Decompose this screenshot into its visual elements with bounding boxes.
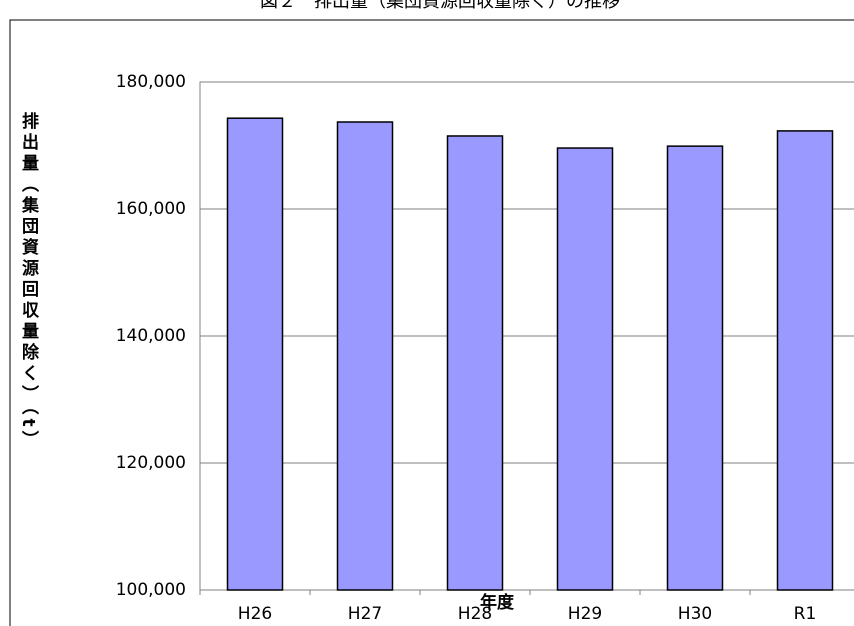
bar	[666, 145, 724, 591]
x-tick-label: H30	[678, 604, 712, 624]
x-tick-label: R1	[794, 604, 817, 624]
bar	[336, 121, 394, 591]
chart-frame	[9, 19, 854, 626]
bar	[776, 130, 834, 591]
y-axis-label: 排出量（集団資源回収量除く）（t）	[18, 111, 40, 452]
y-tick-label: 160,000	[116, 199, 186, 219]
x-tick-label: H29	[568, 604, 602, 624]
x-tick-label: H27	[348, 604, 382, 624]
bar	[446, 135, 504, 591]
x-axis-label: 年度	[480, 592, 515, 613]
bar	[556, 147, 614, 591]
x-tick-label: H26	[238, 604, 272, 624]
bar	[226, 117, 284, 591]
chart-title: 図２ 排出量（集団資源回収量除く）の推移	[260, 0, 620, 12]
y-tick-label: 180,000	[116, 72, 186, 92]
x-tick-label: H28	[458, 604, 492, 624]
y-tick-label: 100,000	[116, 580, 186, 600]
y-tick-label: 140,000	[116, 326, 186, 346]
y-tick-label: 120,000	[116, 453, 186, 473]
